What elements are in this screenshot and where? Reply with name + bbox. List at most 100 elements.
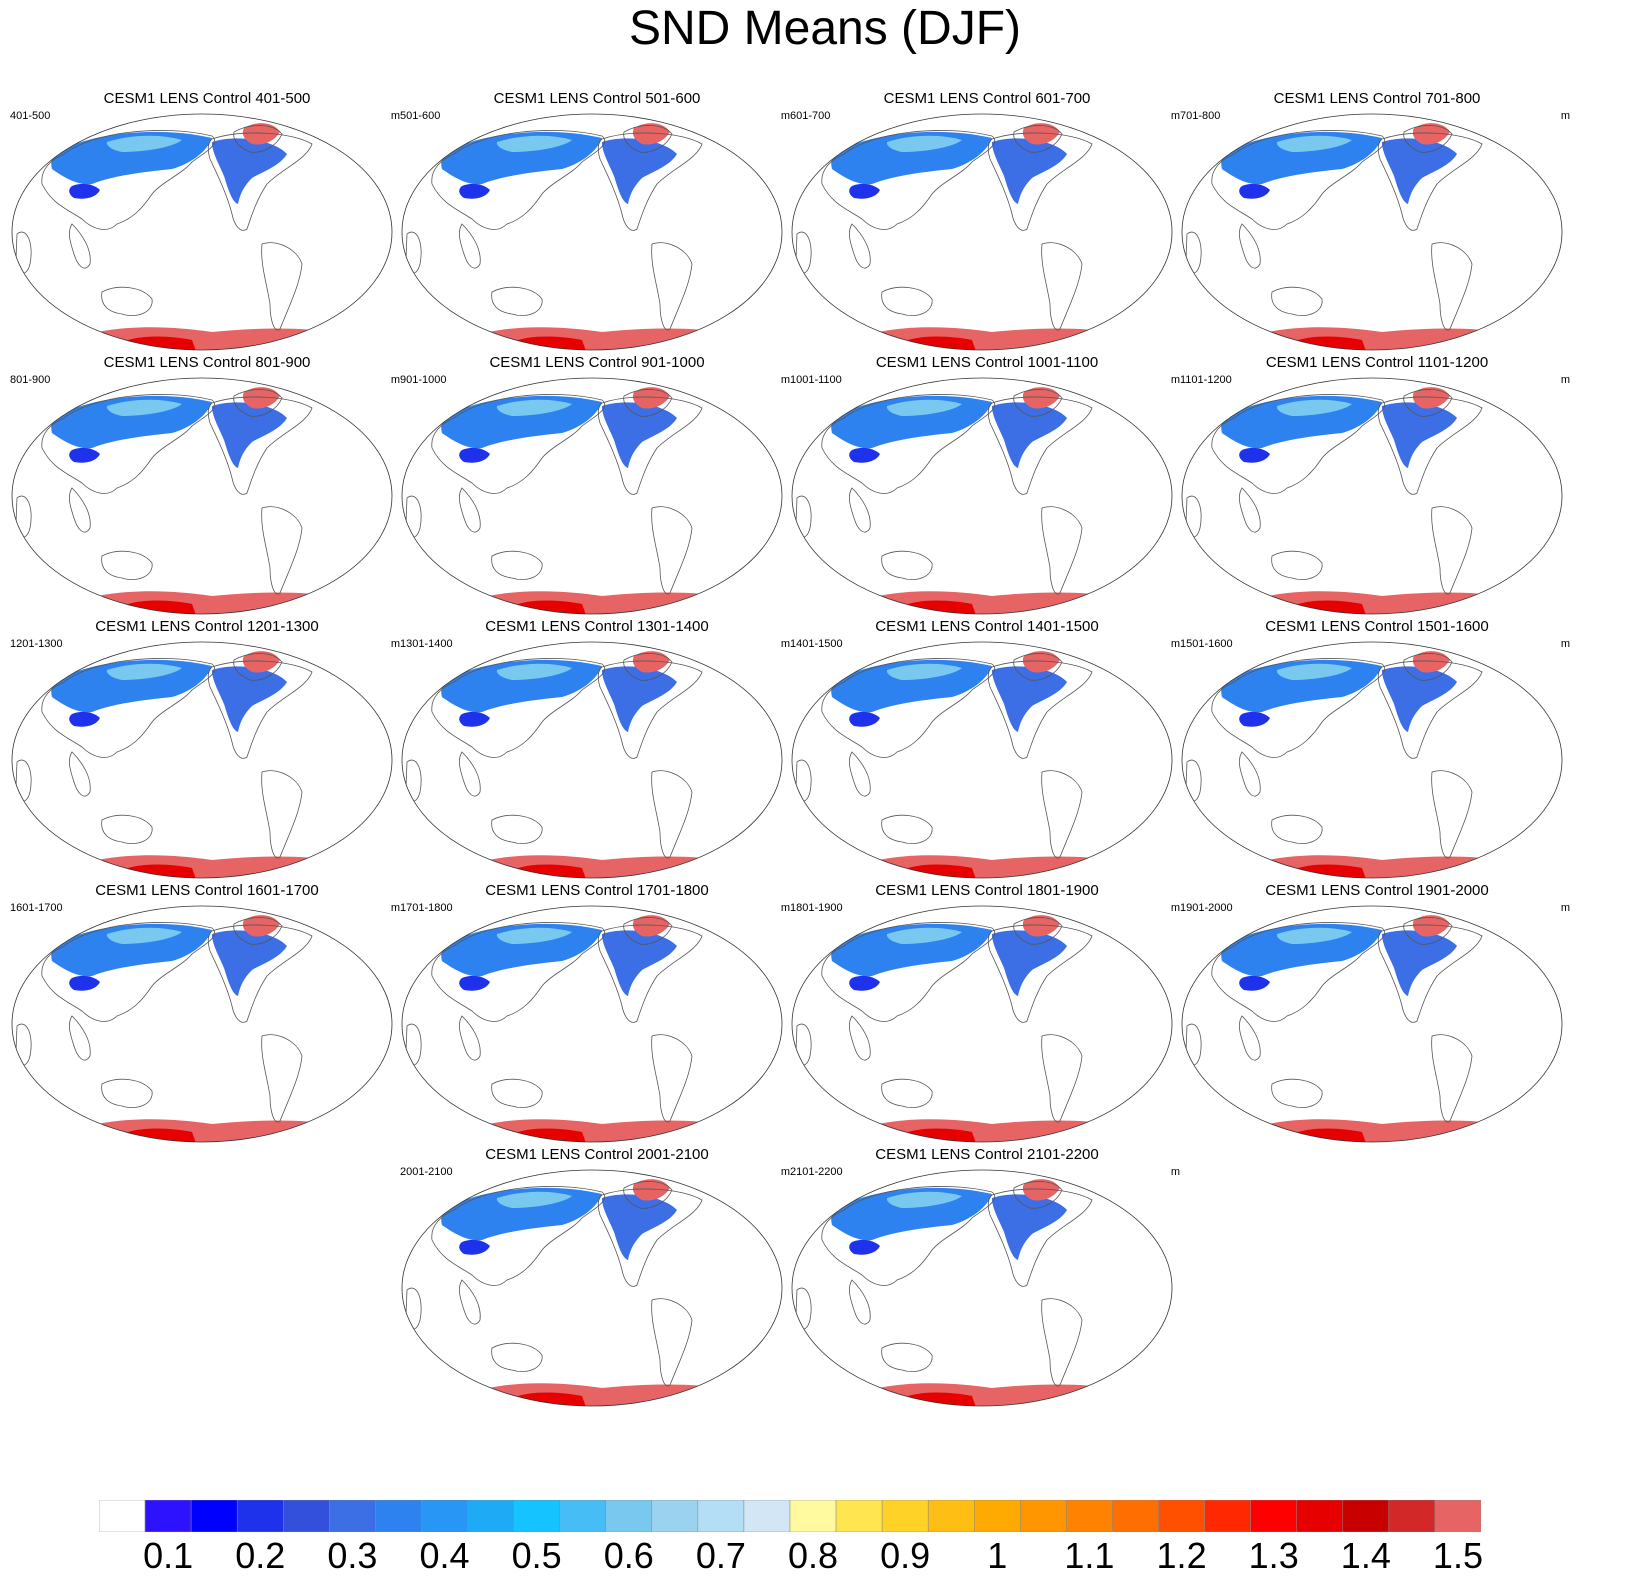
panel-units-label: m — [1170, 374, 1180, 386]
map-panel: CESM1 LENS Control 801-900 801-900 m — [2, 354, 412, 632]
coastline — [15, 759, 32, 802]
panel-units-label: m — [780, 902, 790, 914]
panel-title: CESM1 LENS Control 1401-1500 — [875, 618, 1099, 635]
map-panel: CESM1 LENS Control 2001-2100 2001-2100 m — [392, 1146, 802, 1424]
coastline — [233, 389, 283, 417]
coastline — [1238, 1015, 1261, 1061]
coastline — [458, 751, 481, 797]
snow-cover-light — [496, 927, 572, 944]
snow-cover-light — [886, 663, 962, 680]
coastline — [623, 653, 673, 681]
colorbar-box — [1296, 1500, 1344, 1532]
coastline — [15, 231, 32, 274]
snow-cover-region — [69, 975, 100, 991]
panel-title: CESM1 LENS Control 2101-2200 — [875, 1146, 1099, 1163]
colorbar-box — [1434, 1500, 1481, 1532]
map-border — [1181, 641, 1563, 879]
map-border — [11, 905, 393, 1143]
coastline — [233, 653, 283, 681]
panel-title: CESM1 LENS Control 1801-1900 — [875, 882, 1099, 899]
coastline — [1185, 495, 1202, 538]
coastline — [431, 922, 605, 1022]
snow-cover-region — [459, 1239, 490, 1255]
map-panel: CESM1 LENS Control 601-700 601-700 m — [782, 90, 1192, 368]
panel-title: CESM1 LENS Control 401-500 — [103, 90, 311, 107]
greenland-snow — [242, 651, 280, 673]
panel-period-label: 1801-1900 — [790, 902, 843, 914]
panel-units-label: m — [1560, 638, 1570, 650]
panel-units-label: m — [390, 110, 400, 122]
colorbar-tick-label: 0.4 — [419, 1535, 470, 1576]
panel-period-label: 1401-1500 — [790, 638, 843, 650]
map-border — [791, 905, 1173, 1143]
coastline — [987, 924, 1093, 1023]
map-border — [11, 377, 393, 615]
greenland-snow — [632, 915, 670, 937]
coastline — [1271, 550, 1323, 580]
colorbar-box — [697, 1500, 745, 1532]
panel-units-label: m — [1560, 110, 1570, 122]
map-panel: CESM1 LENS Control 701-800 701-800 m — [1172, 90, 1582, 368]
map-border — [401, 641, 783, 879]
map-plot — [791, 641, 1173, 879]
coastline — [1403, 653, 1453, 681]
coastline — [1013, 389, 1063, 417]
greenland-snow — [1022, 123, 1060, 145]
coastline — [1403, 917, 1453, 945]
colorbar-box — [283, 1500, 330, 1532]
coastline — [821, 394, 995, 494]
colorbar-box — [789, 1500, 837, 1532]
map-plot — [401, 113, 783, 351]
colorbar-tick-label: 0.6 — [603, 1535, 654, 1576]
snow-cover-light — [496, 663, 572, 680]
snow-cover-region — [849, 1239, 880, 1255]
colorbar-box — [1388, 1500, 1436, 1532]
coastline — [1185, 1023, 1202, 1066]
coastline — [848, 487, 871, 533]
snow-cover-light — [106, 399, 182, 416]
coastline — [405, 1287, 422, 1330]
snow-cover-region — [1382, 930, 1457, 996]
snow-cover-region — [459, 975, 490, 991]
coastline — [491, 1078, 543, 1108]
coastline — [68, 223, 91, 269]
snow-cover-region — [69, 447, 100, 463]
greenland-snow — [242, 387, 280, 409]
coastline — [597, 924, 703, 1023]
map-plot — [401, 905, 783, 1143]
coastline — [1403, 389, 1453, 417]
greenland-snow — [242, 915, 280, 937]
snow-cover-region — [212, 666, 287, 732]
colorbar-box — [651, 1500, 699, 1532]
snow-cover-region — [212, 930, 287, 996]
map-border — [401, 113, 783, 351]
map-panel: CESM1 LENS Control 401-500 401-500 m — [2, 90, 412, 368]
coastline — [1431, 242, 1473, 331]
coastline — [1377, 924, 1483, 1023]
greenland-snow — [1022, 387, 1060, 409]
snow-cover-region — [1239, 447, 1270, 463]
map-border — [791, 1169, 1173, 1407]
panel-period-label: 1301-1400 — [400, 638, 453, 650]
panel-period-label: 1901-2000 — [1180, 902, 1233, 914]
coastline — [881, 1078, 933, 1108]
snow-cover-region — [1239, 183, 1270, 199]
coastline — [261, 242, 303, 331]
greenland-snow — [632, 651, 670, 673]
colorbar-box — [743, 1500, 791, 1532]
coastline — [1041, 1034, 1083, 1123]
panel-title: CESM1 LENS Control 601-700 — [883, 90, 1091, 107]
coastline — [491, 814, 543, 844]
coastline — [491, 286, 543, 316]
panel-units-label: m — [390, 638, 400, 650]
coastline — [1431, 506, 1473, 595]
coastline — [1013, 653, 1063, 681]
coastline — [623, 917, 673, 945]
panel-units-label: m — [1170, 902, 1180, 914]
greenland-snow — [1412, 123, 1450, 145]
map-border — [791, 113, 1173, 351]
snow-cover-light — [886, 927, 962, 944]
coastline — [405, 759, 422, 802]
coastline — [1238, 487, 1261, 533]
coastline — [597, 396, 703, 495]
